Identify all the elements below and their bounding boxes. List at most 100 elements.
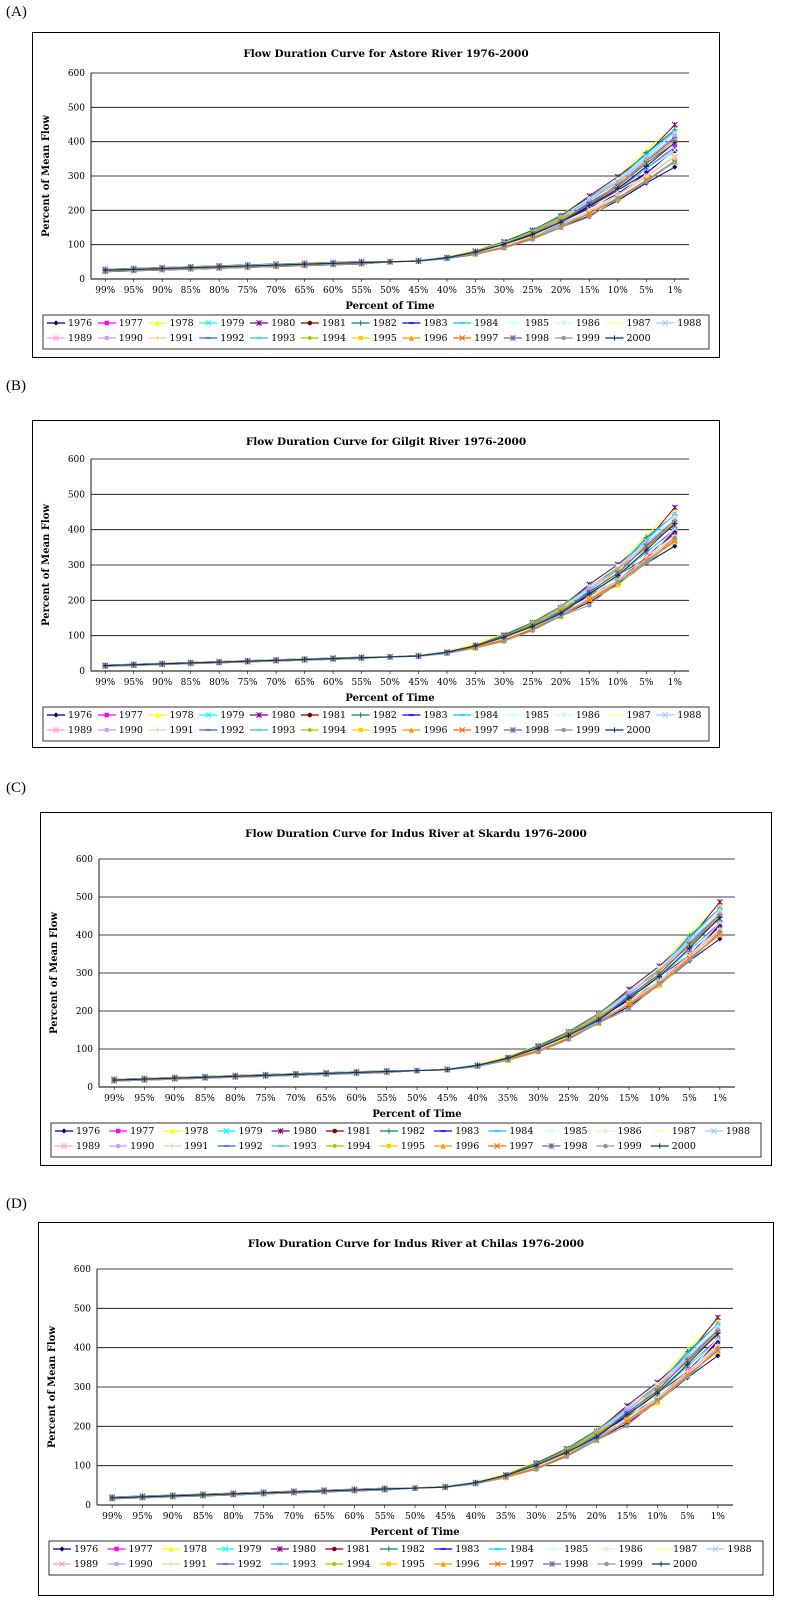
data-point [387, 259, 393, 265]
data-point [672, 159, 678, 164]
legend-label: 1980 [271, 318, 295, 329]
legend-label: 1989 [74, 1559, 98, 1570]
legend-label: 1991 [170, 333, 194, 344]
legend-item: 1977 [109, 1126, 154, 1137]
legend-marker [561, 335, 566, 341]
series-1998 [102, 139, 678, 274]
legend-item: 1982 [351, 318, 397, 329]
data-point [558, 610, 564, 617]
legend-item: 1994 [300, 725, 346, 736]
data-point [444, 649, 450, 655]
series-2000 [102, 520, 678, 669]
x-tick-label: 95% [124, 678, 144, 688]
y-tick-label: 600 [68, 69, 85, 79]
x-tick-label: 80% [209, 286, 229, 296]
y-tick-label: 500 [76, 893, 93, 903]
legend-item: 1989 [47, 333, 92, 344]
data-point [587, 214, 592, 220]
legend-marker [276, 1546, 283, 1552]
legend-item: 1981 [325, 1126, 371, 1137]
legend-item: 1992 [216, 1559, 262, 1570]
legend-label: 1992 [237, 1559, 261, 1570]
legend-label: 1990 [128, 1559, 152, 1570]
y-tick-label: 600 [68, 455, 85, 465]
legend-marker [611, 727, 618, 733]
legend-item: 1986 [597, 1544, 643, 1555]
legend-label: 1983 [455, 1544, 479, 1555]
x-tick-label: 85% [181, 286, 201, 296]
data-point [587, 602, 592, 608]
data-point [260, 1490, 267, 1496]
legend-label: 1993 [271, 725, 295, 736]
legend-label: 1997 [510, 1559, 534, 1570]
data-point [529, 623, 535, 630]
legend-marker [358, 320, 364, 326]
legend-marker [205, 320, 212, 326]
y-tick-label: 0 [87, 1083, 93, 1093]
data-point [501, 241, 507, 247]
data-point [230, 1491, 236, 1497]
data-point [558, 613, 564, 619]
x-tick-label: 60% [323, 286, 343, 296]
data-point [686, 951, 693, 958]
legend-label: 1983 [423, 318, 447, 329]
chart-frame: Flow Duration Curve for Indus River at C… [38, 1222, 774, 1596]
x-tick-label: 80% [209, 678, 229, 688]
legend-item: 1991 [148, 333, 194, 344]
x-tick-label: 25% [558, 1094, 578, 1104]
y-tick-label: 600 [74, 1265, 91, 1275]
legend-item: 1980 [250, 710, 295, 721]
data-point [672, 540, 677, 545]
legend-label: 1989 [76, 1141, 100, 1152]
data-point [717, 929, 723, 935]
y-tick-label: 300 [74, 1383, 91, 1393]
x-tick-label: 20% [587, 1512, 607, 1522]
legend-marker [154, 335, 161, 341]
data-point [293, 1071, 299, 1077]
legend-marker [154, 320, 161, 326]
data-point [444, 1067, 450, 1073]
data-point [301, 261, 308, 267]
x-tick-label: 55% [352, 678, 372, 688]
legend-item: 1997 [453, 333, 498, 344]
data-point [594, 1437, 600, 1443]
legend-item: 1977 [97, 318, 143, 329]
y-axis-title: Percent of Mean Flow [49, 912, 60, 1034]
data-point [301, 656, 308, 663]
legend-label: 1980 [271, 710, 295, 721]
data-point [533, 1467, 539, 1472]
data-point [672, 520, 678, 527]
data-point [159, 661, 165, 667]
legend-label: 1988 [728, 1544, 752, 1555]
data-point [415, 258, 422, 264]
y-axis-title: Percent of Mean Flow [41, 504, 52, 626]
data-point [474, 1062, 481, 1068]
legend-item: 1985 [543, 1544, 588, 1555]
series-2000 [111, 914, 723, 1083]
legend-item: 1984 [488, 1126, 533, 1137]
legend-label: 1977 [128, 1544, 152, 1555]
data-point [687, 957, 692, 963]
legend-marker [104, 335, 110, 341]
legend-label: 2000 [626, 333, 650, 344]
data-point [586, 596, 593, 603]
legend-item: 1976 [47, 318, 92, 329]
panel-label: (C) [6, 780, 26, 796]
x-tick-label: 35% [465, 678, 485, 688]
legend-label: 1979 [238, 1126, 262, 1137]
legend-label: 1981 [347, 1126, 371, 1137]
x-tick-label: 20% [551, 286, 571, 296]
legend-label: 1978 [183, 1544, 207, 1555]
x-tick-label: 60% [323, 678, 343, 688]
legend-item: 1977 [97, 710, 143, 721]
flow-duration-chart-skardu: Flow Duration Curve for Indus River at S… [49, 828, 762, 1158]
legend-marker [223, 1128, 230, 1134]
legend-item: 1995 [351, 725, 397, 736]
legend-label: 1976 [76, 1126, 100, 1137]
x-tick-label: 90% [163, 1512, 183, 1522]
legend-marker [548, 1128, 555, 1134]
series-1999 [102, 159, 678, 274]
legend-marker [494, 1561, 501, 1567]
chart-title: Flow Duration Curve for Indus River at C… [248, 1238, 584, 1250]
data-point [159, 265, 165, 272]
